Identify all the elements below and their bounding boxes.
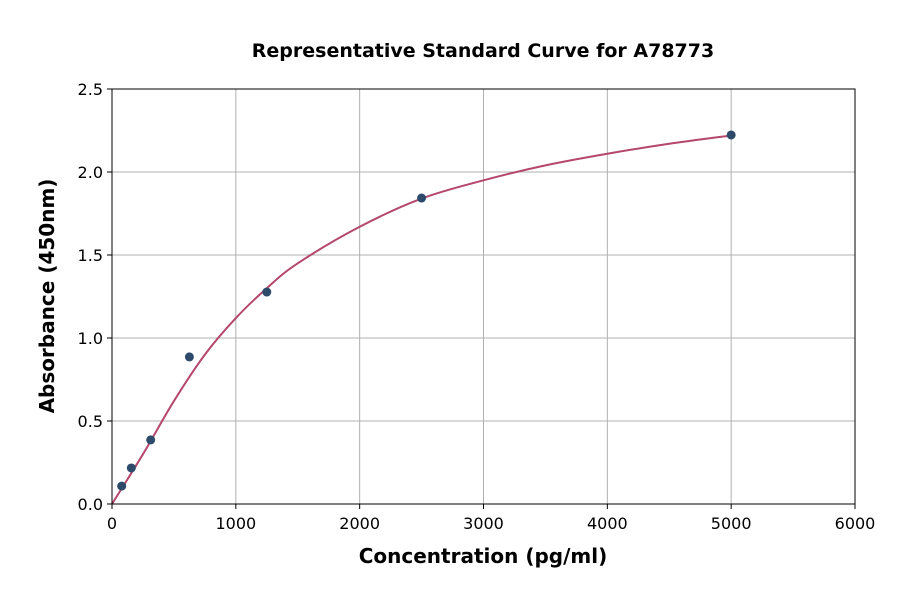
data-points [117, 130, 736, 491]
grid [111, 88, 856, 505]
data-point [417, 193, 427, 203]
fit-curve-group [111, 134, 732, 505]
data-point [126, 463, 136, 473]
x-tick-label: 3000 [463, 514, 504, 533]
y-tick-label: 0.5 [78, 412, 103, 431]
x-tick-label: 0 [107, 514, 117, 533]
data-point [184, 352, 194, 362]
y-tick-label: 1.5 [78, 246, 103, 265]
y-axis-label: Absorbance (450nm) [35, 179, 59, 414]
x-tick-label: 6000 [835, 514, 876, 533]
x-tick-label: 5000 [711, 514, 752, 533]
y-tick-label: 0.0 [78, 495, 103, 514]
x-axis-ticks: 0 1000 2000 3000 4000 5000 6000 [107, 504, 875, 533]
y-tick-label: 2.0 [78, 163, 103, 182]
y-axis-ticks: 0.0 0.5 1.0 1.5 2.0 2.5 [78, 80, 112, 514]
data-point [726, 130, 736, 140]
data-point [117, 481, 127, 491]
x-tick-label: 2000 [339, 514, 380, 533]
x-axis-label: Concentration (pg/ml) [359, 544, 608, 568]
chart-title: Representative Standard Curve for A78773 [252, 40, 714, 62]
y-tick-label: 1.0 [78, 329, 103, 348]
x-tick-label: 1000 [215, 514, 256, 533]
y-tick-label: 2.5 [78, 80, 103, 99]
data-point [262, 287, 272, 297]
fit-curve [111, 134, 732, 505]
data-point [146, 435, 156, 445]
x-tick-label: 4000 [587, 514, 628, 533]
